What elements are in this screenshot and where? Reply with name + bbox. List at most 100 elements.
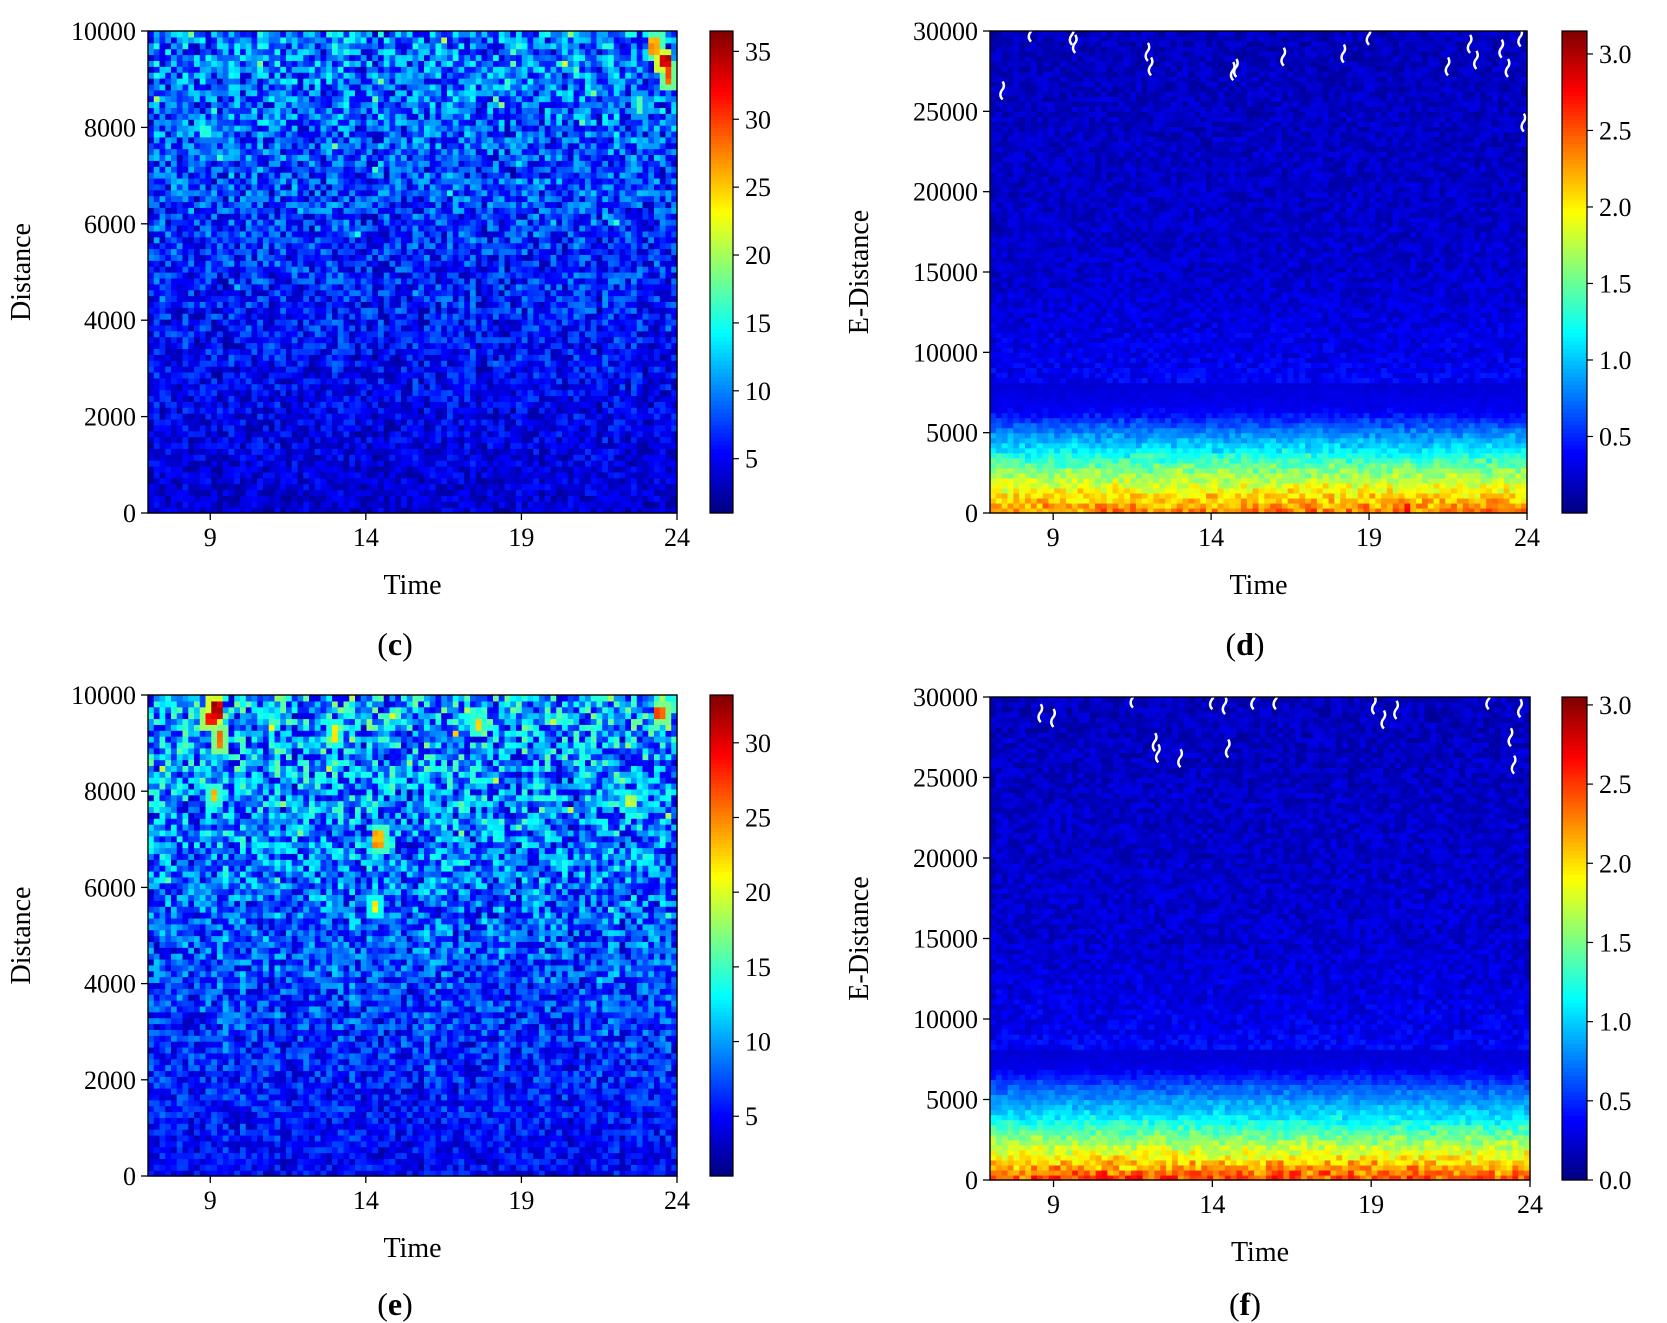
- heatmap-cell: [223, 248, 229, 254]
- heatmap-cell: [263, 284, 269, 290]
- heatmap-cell: [574, 489, 580, 495]
- heatmap-cell: [441, 207, 447, 213]
- heatmap-cell: [545, 254, 551, 260]
- heatmap-cell: [447, 478, 453, 484]
- heatmap-cell: [355, 231, 361, 237]
- heatmap-cell: [234, 378, 240, 384]
- heatmap-cell: [303, 272, 309, 278]
- heatmap-cell: [395, 460, 401, 466]
- heatmap-cell: [309, 319, 315, 325]
- heatmap-cell: [395, 454, 401, 460]
- heatmap-cell: [556, 254, 562, 260]
- heatmap-cell: [551, 413, 557, 419]
- heatmap-cell: [338, 237, 344, 243]
- heatmap-cell: [344, 378, 350, 384]
- heatmap-cell: [556, 290, 562, 296]
- heatmap-cell: [453, 390, 459, 396]
- heatmap-cell: [637, 237, 643, 243]
- heatmap-cell: [625, 390, 631, 396]
- heatmap-cell: [459, 337, 465, 343]
- heatmap-cell: [447, 484, 453, 490]
- heatmap-cell: [257, 413, 263, 419]
- heatmap-cell: [643, 448, 649, 454]
- heatmap-cell: [470, 448, 476, 454]
- heatmap-cell: [441, 419, 447, 425]
- heatmap-cell: [361, 313, 367, 319]
- heatmap-cell: [441, 307, 447, 313]
- heatmap-cell: [666, 384, 672, 390]
- heatmap-cell: [660, 278, 666, 284]
- heatmap-cell: [482, 448, 488, 454]
- heatmap-cell: [608, 472, 614, 478]
- heatmap-cell: [637, 343, 643, 349]
- heatmap-cell: [545, 378, 551, 384]
- heatmap-cell: [424, 331, 430, 337]
- heatmap-cell: [234, 207, 240, 213]
- heatmap-cell: [390, 478, 396, 484]
- heatmap-cell: [413, 442, 419, 448]
- heatmap-cell: [229, 437, 235, 443]
- heatmap-cell: [148, 484, 154, 490]
- heatmap-cell: [648, 237, 654, 243]
- heatmap-cell: [171, 284, 177, 290]
- heatmap-cell: [533, 437, 539, 443]
- heatmap-cell: [591, 301, 597, 307]
- heatmap-cell: [200, 489, 206, 495]
- heatmap-cell: [499, 390, 505, 396]
- heatmap-cell: [177, 360, 183, 366]
- heatmap-cell: [637, 366, 643, 372]
- heatmap-cell: [395, 248, 401, 254]
- heatmap-cell: [349, 495, 355, 501]
- heatmap-cell: [344, 501, 350, 507]
- heatmap-cell: [424, 390, 430, 396]
- heatmap-cell: [309, 225, 315, 231]
- heatmap-cell: [660, 231, 666, 237]
- heatmap-cell: [493, 495, 499, 501]
- heatmap-cell: [378, 284, 384, 290]
- heatmap-cell: [154, 190, 160, 196]
- heatmap-cell: [648, 325, 654, 331]
- heatmap-cell: [643, 413, 649, 419]
- heatmap-cell: [367, 484, 373, 490]
- heatmap-cell: [459, 301, 465, 307]
- heatmap-cell: [349, 466, 355, 472]
- heatmap-cell: [326, 454, 332, 460]
- heatmap-cell: [171, 337, 177, 343]
- heatmap-cell: [229, 201, 235, 207]
- heatmap-cell: [533, 296, 539, 302]
- heatmap-cell: [487, 301, 493, 307]
- heatmap-cell: [579, 301, 585, 307]
- heatmap-cell: [177, 225, 183, 231]
- heatmap-cell: [407, 243, 413, 249]
- heatmap-cell: [447, 501, 453, 507]
- heatmap-cell: [401, 337, 407, 343]
- heatmap-cell: [395, 272, 401, 278]
- heatmap-cell: [407, 378, 413, 384]
- heatmap-cell: [206, 325, 212, 331]
- heatmap-cell: [188, 501, 194, 507]
- heatmap-cell: [562, 401, 568, 407]
- heatmap-cell: [315, 207, 321, 213]
- heatmap-cell: [309, 454, 315, 460]
- heatmap-cell: [666, 213, 672, 219]
- heatmap-cell: [666, 219, 672, 225]
- heatmap-cell: [602, 272, 608, 278]
- heatmap-cell: [200, 325, 206, 331]
- heatmap-cell: [625, 266, 631, 272]
- heatmap-cell: [579, 366, 585, 372]
- heatmap-cell: [372, 248, 378, 254]
- heatmap-cell: [344, 437, 350, 443]
- heatmap-cell: [355, 442, 361, 448]
- heatmap-cell: [528, 254, 534, 260]
- heatmap-cell: [430, 460, 436, 466]
- heatmap-cell: [430, 419, 436, 425]
- heatmap-cell: [413, 448, 419, 454]
- heatmap-cell: [223, 478, 229, 484]
- heatmap-cell: [148, 337, 154, 343]
- heatmap-cell: [160, 219, 166, 225]
- heatmap-cell: [499, 325, 505, 331]
- heatmap-cell: [476, 378, 482, 384]
- heatmap-cell: [372, 213, 378, 219]
- heatmap-cell: [154, 260, 160, 266]
- heatmap-cell: [165, 307, 171, 313]
